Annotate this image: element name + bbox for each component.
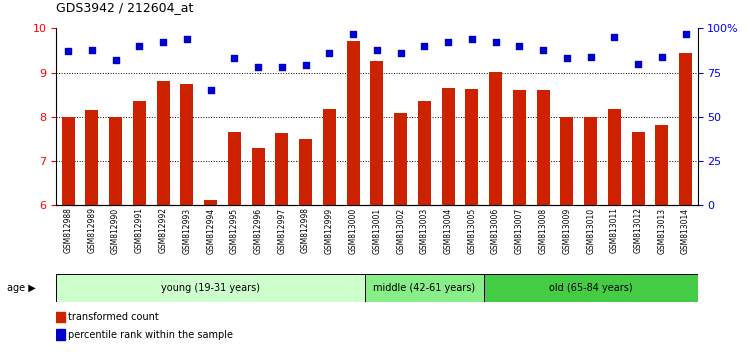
Point: [466, 36, 478, 42]
Bar: [56, 274, 365, 302]
Text: GSM812994: GSM812994: [206, 207, 215, 253]
Bar: [180, 84, 194, 205]
Text: GSM813000: GSM813000: [349, 207, 358, 253]
Text: GSM812997: GSM812997: [278, 207, 286, 253]
Bar: [322, 109, 336, 205]
Point: [347, 31, 359, 36]
Bar: [394, 113, 407, 205]
Text: GSM813002: GSM813002: [396, 207, 405, 253]
Bar: [442, 88, 454, 205]
Bar: [275, 133, 289, 205]
Text: GSM812995: GSM812995: [230, 207, 238, 253]
Point: [134, 43, 146, 49]
Point: [228, 56, 240, 61]
Bar: [536, 90, 550, 205]
Bar: [370, 61, 383, 205]
Point: [656, 54, 668, 59]
Bar: [299, 139, 312, 205]
Bar: [109, 117, 122, 205]
Bar: [513, 90, 526, 205]
Bar: [346, 41, 360, 205]
Bar: [204, 200, 218, 205]
Point: [181, 36, 193, 42]
Bar: [489, 72, 502, 205]
Bar: [365, 274, 484, 302]
Point: [323, 50, 335, 56]
Text: young (19-31 years): young (19-31 years): [161, 283, 260, 293]
Point: [490, 40, 502, 45]
Text: GSM813008: GSM813008: [538, 207, 548, 253]
Text: percentile rank within the sample: percentile rank within the sample: [68, 330, 233, 339]
Point: [632, 61, 644, 67]
Point: [585, 54, 597, 59]
Bar: [251, 148, 265, 205]
Text: GSM812996: GSM812996: [254, 207, 262, 253]
Point: [419, 43, 430, 49]
Point: [205, 87, 217, 93]
Text: GSM813009: GSM813009: [562, 207, 572, 253]
Text: GSM813007: GSM813007: [514, 207, 523, 253]
Point: [62, 48, 74, 54]
Text: GSM813014: GSM813014: [681, 207, 690, 253]
Text: GSM813012: GSM813012: [634, 207, 643, 253]
Text: GSM813004: GSM813004: [444, 207, 452, 253]
Text: GSM812993: GSM812993: [182, 207, 191, 253]
Point: [513, 43, 525, 49]
Bar: [56, 312, 64, 322]
Text: GSM812992: GSM812992: [159, 207, 168, 253]
Text: GSM813005: GSM813005: [467, 207, 476, 253]
Point: [442, 40, 454, 45]
Bar: [632, 132, 645, 205]
Point: [394, 50, 406, 56]
Text: age ▶: age ▶: [8, 283, 36, 293]
Bar: [56, 329, 64, 340]
Text: GSM813010: GSM813010: [586, 207, 596, 253]
Text: middle (42-61 years): middle (42-61 years): [374, 283, 476, 293]
Text: GSM813006: GSM813006: [491, 207, 500, 253]
Point: [252, 64, 264, 70]
Text: GSM813003: GSM813003: [420, 207, 429, 253]
Point: [370, 47, 382, 52]
Bar: [656, 125, 668, 205]
Bar: [560, 117, 574, 205]
Point: [276, 64, 288, 70]
Point: [299, 63, 312, 68]
Point: [680, 31, 692, 36]
Text: transformed count: transformed count: [68, 312, 159, 322]
Bar: [465, 90, 478, 205]
Text: GSM813001: GSM813001: [372, 207, 381, 253]
Text: GSM812999: GSM812999: [325, 207, 334, 253]
Bar: [608, 109, 621, 205]
Text: GDS3942 / 212604_at: GDS3942 / 212604_at: [56, 1, 194, 14]
Point: [110, 57, 122, 63]
Point: [561, 56, 573, 61]
Bar: [62, 117, 75, 205]
Bar: [228, 132, 241, 205]
Bar: [133, 101, 146, 205]
Bar: [584, 117, 597, 205]
Point: [158, 40, 170, 45]
Text: GSM812991: GSM812991: [135, 207, 144, 253]
Text: GSM812988: GSM812988: [64, 207, 73, 253]
Text: GSM813013: GSM813013: [657, 207, 666, 253]
Text: old (65-84 years): old (65-84 years): [549, 283, 632, 293]
Point: [608, 34, 620, 40]
Bar: [418, 101, 431, 205]
Point: [537, 47, 549, 52]
Bar: [484, 274, 698, 302]
Text: GSM813011: GSM813011: [610, 207, 619, 253]
Bar: [86, 110, 98, 205]
Text: GSM812989: GSM812989: [87, 207, 96, 253]
Point: [86, 47, 98, 52]
Bar: [157, 81, 170, 205]
Text: GSM812998: GSM812998: [301, 207, 310, 253]
Bar: [679, 53, 692, 205]
Text: GSM812990: GSM812990: [111, 207, 120, 253]
